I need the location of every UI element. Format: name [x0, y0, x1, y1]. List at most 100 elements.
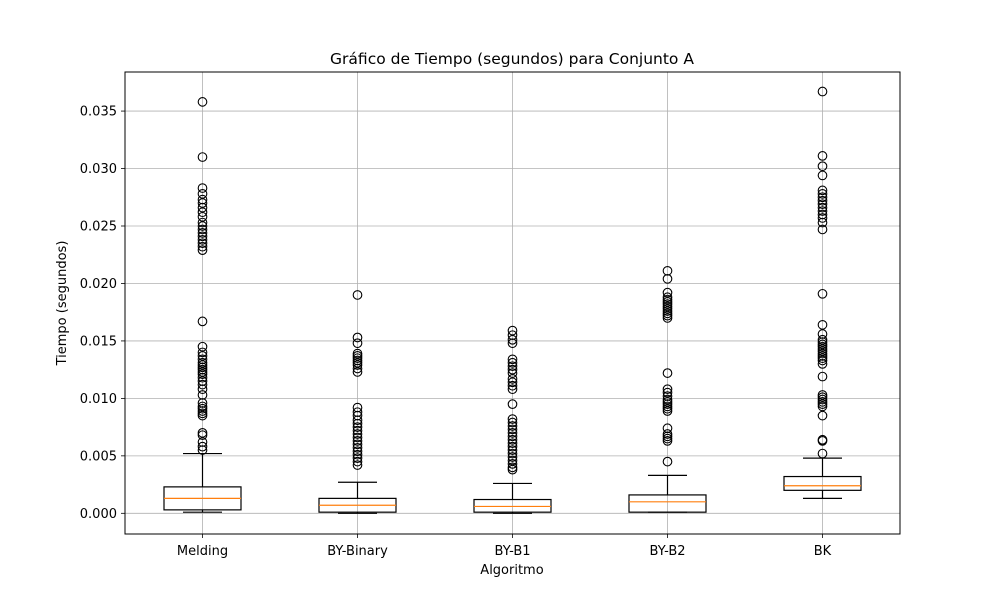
outlier-point	[662, 287, 673, 298]
outlier-point	[662, 394, 673, 405]
outlier-point	[817, 319, 828, 330]
outlier-point	[662, 436, 673, 446]
outlier-point	[197, 437, 208, 447]
grid-layer	[125, 72, 900, 534]
outlier-point	[197, 372, 208, 383]
outlier-point	[197, 379, 208, 390]
outlier-point	[662, 423, 673, 434]
outlier-point	[507, 374, 518, 384]
outlier-point	[352, 422, 363, 432]
outlier-point	[197, 217, 208, 228]
outlier-point	[662, 292, 673, 303]
outlier-point	[197, 354, 208, 365]
outlier-point	[507, 438, 518, 449]
box-group	[318, 290, 397, 514]
outlier-point	[352, 429, 363, 439]
outlier-point	[507, 380, 518, 391]
outlier-point	[507, 462, 518, 473]
outlier-point	[197, 369, 208, 380]
outlier-point	[817, 188, 828, 199]
y-tick-label: 0.035	[80, 105, 117, 120]
outlier-point	[352, 415, 363, 426]
outlier-point	[197, 384, 208, 395]
outlier-point	[352, 338, 363, 349]
outlier-point	[352, 402, 363, 413]
outlier-point	[662, 387, 673, 398]
outlier-point	[662, 310, 673, 321]
outlier-point	[662, 403, 673, 414]
outlier-point	[197, 445, 208, 455]
outlier-point	[817, 192, 828, 203]
outlier-point	[507, 431, 518, 442]
outlier-point	[817, 288, 828, 299]
x-tick-label: BK	[814, 544, 832, 559]
outlier-point	[817, 341, 828, 352]
outlier-point	[507, 445, 518, 455]
outlier-point	[352, 456, 363, 467]
outlier-point	[352, 418, 363, 429]
outlier-point	[507, 464, 518, 475]
outlier-point	[662, 294, 673, 305]
outlier-point	[197, 428, 208, 438]
outlier-point	[197, 183, 208, 193]
outlier-point	[352, 425, 363, 436]
outlier-point	[197, 194, 208, 205]
outlier-point	[507, 334, 518, 345]
outlier-point	[197, 403, 208, 414]
outlier-point	[507, 330, 518, 341]
outlier-point	[507, 357, 518, 368]
outlier-point	[507, 361, 518, 372]
outlier-point	[662, 301, 673, 312]
outlier-point	[817, 353, 828, 364]
outlier-point	[507, 399, 518, 409]
outlier-point	[662, 399, 673, 409]
outlier-point	[352, 357, 363, 368]
box-group	[628, 265, 707, 513]
outlier-point	[197, 198, 208, 208]
outlier-point	[507, 434, 518, 445]
outlier-point	[507, 417, 518, 428]
outlier-point	[817, 396, 828, 407]
outlier-point	[197, 376, 208, 386]
outlier-point	[507, 384, 518, 395]
outlier-point	[662, 303, 673, 314]
outlier-point	[197, 316, 208, 327]
x-tick-label: Melding	[177, 544, 228, 559]
outlier-point	[197, 367, 208, 377]
outlier-point	[197, 408, 208, 419]
outlier-point	[197, 97, 208, 107]
outlier-point	[817, 195, 828, 206]
outlier-point	[817, 410, 828, 421]
outlier-point	[197, 211, 208, 222]
outlier-point	[507, 459, 518, 469]
outlier-point	[197, 351, 208, 361]
outlier-point	[352, 436, 363, 446]
outlier-point	[352, 453, 363, 463]
outlier-point	[507, 428, 518, 438]
outlier-point	[817, 434, 828, 445]
outlier-point	[352, 449, 363, 460]
y-axis-label: Tiempo (segundos)	[55, 241, 70, 367]
iqr-box	[628, 494, 707, 513]
outlier-point	[662, 433, 673, 444]
y-tick-label: 0.010	[80, 392, 117, 407]
outlier-point	[817, 344, 828, 354]
outlier-point	[352, 442, 363, 453]
outlier-point	[507, 354, 518, 365]
outlier-point	[197, 360, 208, 370]
outlier-point	[197, 224, 208, 235]
outlier-point	[817, 346, 828, 357]
outlier-point	[507, 414, 518, 424]
outlier-point	[817, 209, 828, 220]
outlier-point	[197, 238, 208, 249]
iqr-box	[783, 475, 862, 491]
outlier-point	[507, 424, 518, 435]
axis-layer: 0.000 0.005 0.010 0.015 0.020 0.025 0.030 0.035…	[80, 105, 832, 559]
outlier-point	[352, 432, 363, 443]
outlier-point	[817, 217, 828, 228]
outlier-point	[352, 367, 363, 377]
outlier-point	[507, 448, 518, 459]
outlier-point	[197, 188, 208, 199]
outlier-point	[817, 339, 828, 350]
outlier-point	[352, 290, 363, 300]
